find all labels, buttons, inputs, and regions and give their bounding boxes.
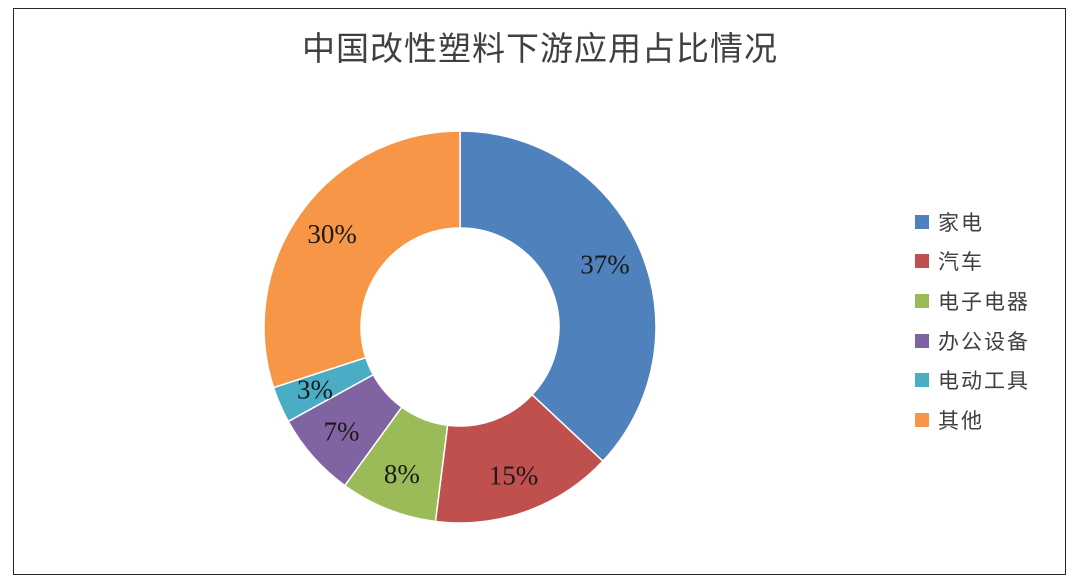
legend-label: 电动工具 bbox=[938, 369, 1030, 394]
legend-label: 家电 bbox=[938, 210, 984, 235]
legend-swatch bbox=[915, 333, 929, 348]
legend-swatch bbox=[915, 412, 929, 427]
data-labels: 37% 15% 8% 7% 3% 30% bbox=[297, 219, 630, 491]
legend-item-5: 电动工具 bbox=[915, 360, 1030, 400]
data-label-1: 37% bbox=[580, 249, 630, 279]
legend-label: 汽车 bbox=[938, 250, 984, 275]
legend-item-6: 其他 bbox=[915, 400, 1030, 440]
data-label-2: 15% bbox=[489, 461, 539, 491]
data-label-5: 3% bbox=[297, 375, 333, 405]
data-label-4: 7% bbox=[323, 416, 359, 446]
legend-item-3: 电子电器 bbox=[915, 281, 1030, 321]
legend-swatch bbox=[915, 214, 929, 229]
legend-label: 办公设备 bbox=[938, 329, 1030, 354]
legend-item-1: 家电 bbox=[915, 202, 1030, 242]
data-label-3: 8% bbox=[384, 459, 420, 489]
legend-swatch bbox=[915, 254, 929, 269]
donut-slices bbox=[263, 130, 657, 524]
legend-swatch bbox=[915, 373, 929, 388]
slice-1 bbox=[459, 130, 657, 463]
legend-item-2: 汽车 bbox=[915, 242, 1030, 282]
legend-item-4: 办公设备 bbox=[915, 321, 1030, 361]
legend: 家电汽车电子电器办公设备电动工具其他 bbox=[915, 202, 1030, 440]
legend-label: 电子电器 bbox=[938, 289, 1030, 314]
data-label-6: 30% bbox=[307, 219, 357, 249]
chart-title: 中国改性塑料下游应用占比情况 bbox=[302, 29, 778, 68]
legend-swatch bbox=[915, 293, 929, 308]
legend-label: 其他 bbox=[938, 408, 984, 433]
slice-6 bbox=[263, 130, 461, 389]
